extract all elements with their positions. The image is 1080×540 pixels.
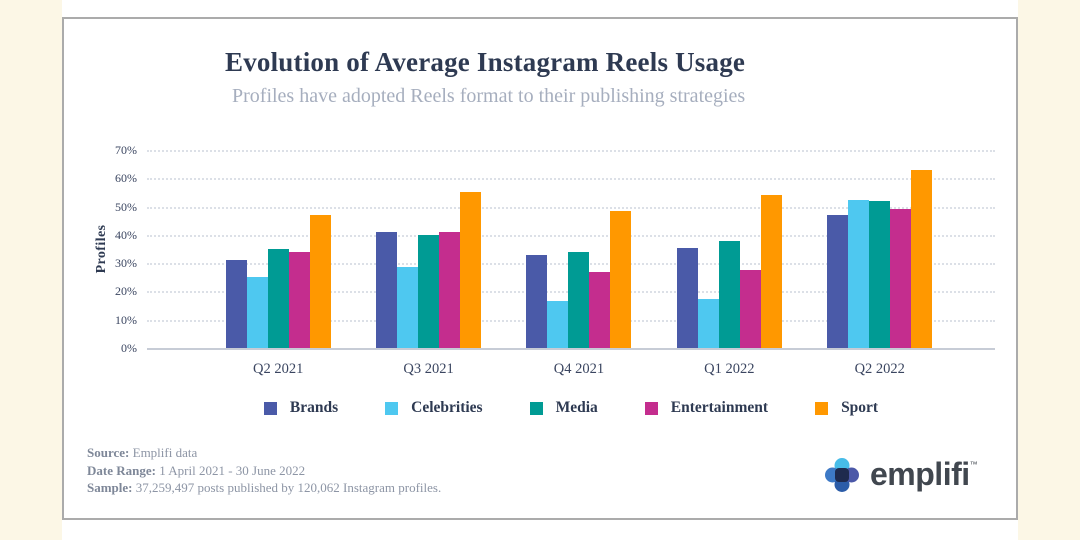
gridline (147, 234, 995, 237)
gridline (147, 206, 995, 209)
legend: Brands Celebrities Media Entertainment Sport (147, 399, 995, 417)
x-tick-label: Q2 2021 (253, 361, 304, 377)
y-tick-label: 20% (115, 284, 137, 299)
y-tick-label: 50% (115, 199, 137, 214)
bar-celebrities (697, 298, 719, 348)
y-tick-label: 10% (115, 312, 137, 327)
x-tick-label: Q3 2021 (403, 361, 454, 377)
bar-media (267, 249, 289, 348)
bar-groups (147, 150, 995, 348)
bar-brands (676, 247, 698, 348)
bar-entertainment (288, 251, 310, 348)
sample-label: Sample: (87, 480, 133, 495)
gridline (147, 150, 995, 152)
bar-celebrities (547, 301, 569, 348)
bar-sport (760, 195, 782, 348)
bar-entertainment (739, 270, 761, 348)
emplifi-logo: emplifi™ (824, 456, 978, 493)
legend-swatch (529, 401, 543, 415)
bar-celebrities (397, 267, 419, 348)
legend-label: Media (555, 399, 598, 416)
legend-swatch (644, 401, 658, 415)
legend-label: Brands (289, 399, 339, 416)
y-tick-label: 40% (115, 227, 137, 242)
legend-swatch (815, 401, 829, 415)
y-tick-label: 30% (115, 256, 137, 271)
chart-card: Evolution of Average Instagram Reels Usa… (62, 17, 1018, 520)
emplifi-wordmark: emplifi™ (870, 456, 978, 493)
y-tick-label: 60% (115, 171, 137, 186)
bar-media (718, 240, 740, 348)
legend-label: Sport (841, 399, 879, 416)
bar-sport (610, 210, 632, 348)
bar-brands (526, 254, 548, 348)
x-tick-label: Q1 2022 (704, 361, 755, 377)
bar-media (869, 200, 891, 348)
bar-group-q3-2021 (376, 192, 482, 348)
date-range-value: 1 April 2021 - 30 June 2022 (159, 462, 306, 478)
chart-subtitle: Profiles have adopted Reels format to th… (232, 85, 746, 107)
legend-item-celebrities: Celebrities (385, 399, 483, 417)
x-axis-labels: Q2 2021 Q3 2021 Q4 2021 Q1 2022 Q2 2022 (147, 361, 995, 378)
chart-title: Evolution of Average Instagram Reels Usa… (225, 47, 746, 77)
bar-brands (376, 232, 398, 348)
bar-celebrities (246, 277, 268, 348)
bar-group-q4-2021 (526, 210, 632, 348)
bar-group-q2-2022 (827, 169, 933, 348)
emplifi-logo-icon (825, 457, 859, 492)
bar-entertainment (890, 209, 912, 348)
footer-date-range-line: Date Range: 1 April 2021 - 30 June 2022 (87, 462, 441, 480)
x-tick-label: Q4 2021 (553, 361, 605, 377)
bar-sport (460, 192, 482, 348)
y-tick-label: 70% (115, 143, 137, 157)
legend-item-brands: Brands (263, 399, 339, 417)
footer: Source: Emplifi data Date Range: 1 April… (87, 444, 441, 497)
y-tick-label: 0% (121, 341, 137, 355)
bar-sport (309, 215, 331, 348)
bar-celebrities (848, 199, 870, 348)
x-tick-label: Q2 2022 (854, 361, 905, 377)
footer-source-line: Source: Emplifi data (87, 444, 441, 462)
gridline (147, 178, 995, 181)
bar-sport (911, 169, 933, 348)
legend-swatch (263, 401, 277, 415)
date-range-label: Date Range: (87, 462, 156, 478)
bar-group-q1-2022 (676, 195, 782, 348)
source-value: Emplifi data (132, 445, 198, 460)
legend-item-media: Media (529, 399, 598, 417)
sample-value: 37,259,497 posts published by 120,062 In… (135, 480, 442, 495)
footer-sample-line: Sample: 37,259,497 posts published by 12… (87, 479, 441, 497)
y-axis-ticks: 0% 10% 20% 30% 40% 50% 60% 70% (94, 143, 137, 355)
bar-entertainment (439, 232, 461, 348)
x-axis-line (147, 348, 995, 350)
bar-media (418, 234, 440, 348)
legend-label: Entertainment (670, 399, 769, 416)
bar-group-q2-2021 (225, 215, 331, 348)
plot-area (147, 150, 995, 350)
bar-media (568, 251, 590, 348)
source-label: Source: (87, 445, 130, 460)
legend-item-sport: Sport (815, 399, 878, 417)
emplifi-wordmark-text: emplifi (870, 456, 970, 492)
legend-label: Celebrities (411, 399, 483, 416)
legend-swatch (385, 401, 399, 415)
legend-item-entertainment: Entertainment (644, 399, 769, 417)
bar-entertainment (589, 271, 611, 348)
bar-brands (225, 260, 247, 348)
trademark-symbol: ™ (969, 460, 978, 469)
bar-brands (827, 215, 849, 348)
